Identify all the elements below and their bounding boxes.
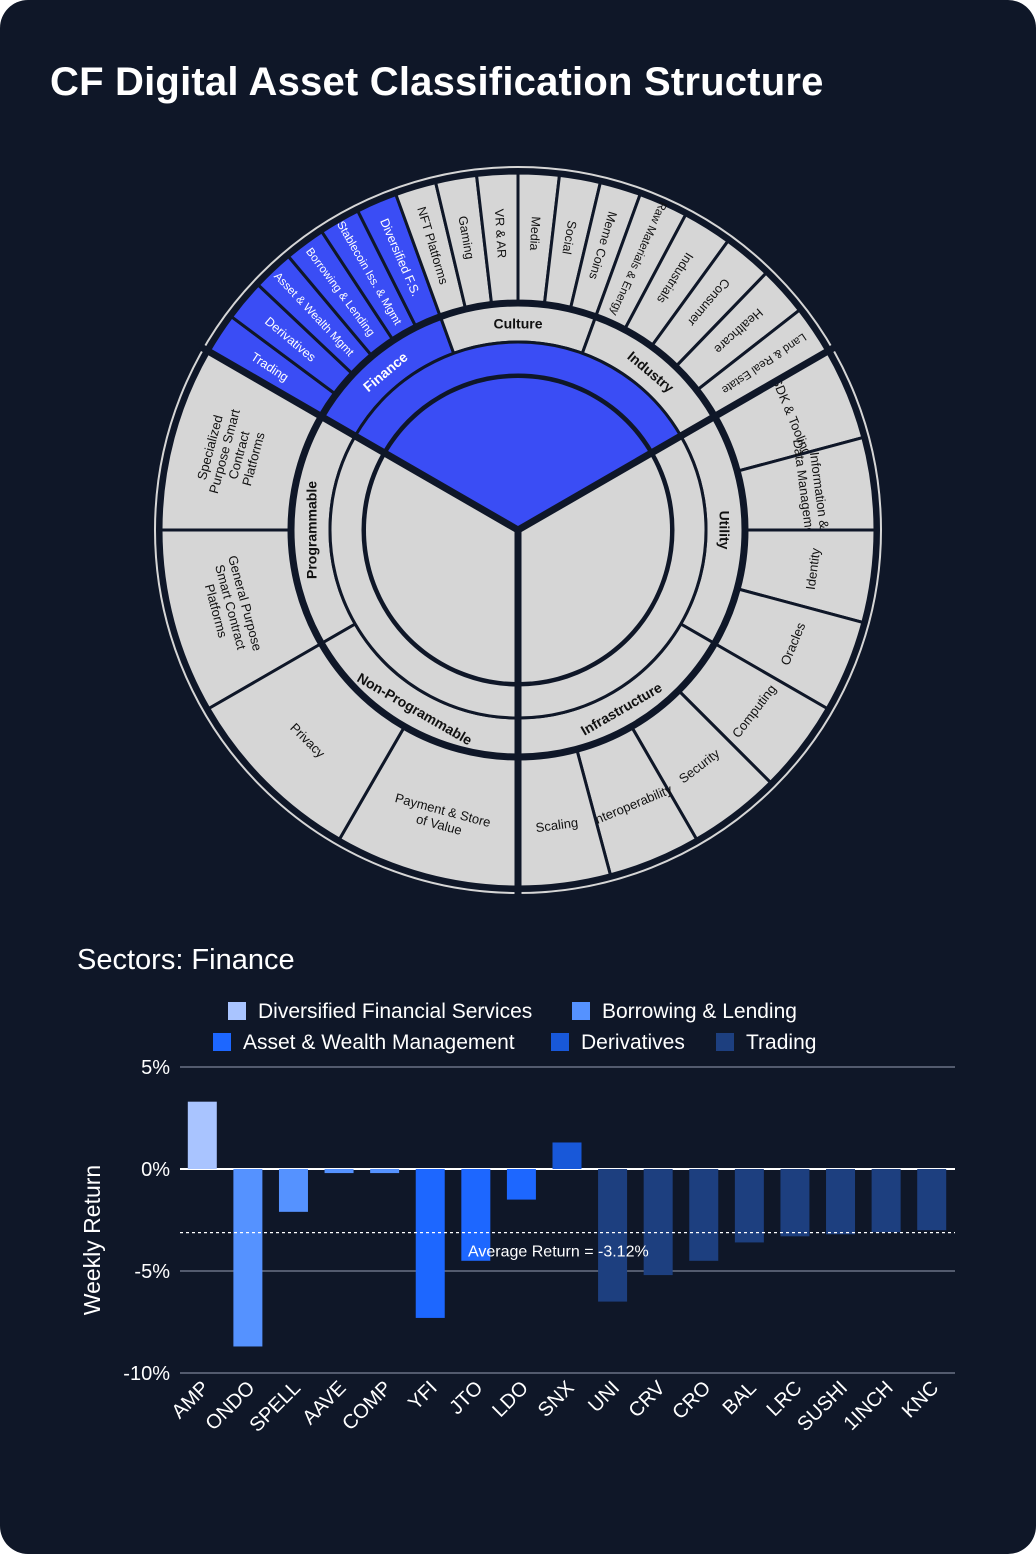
- wheel-leaf-label: SpecializedPurpose SmartContractPlatform…: [191, 403, 271, 503]
- legend-label: Diversified Financial Services: [258, 1000, 532, 1023]
- wheel-leaf-label: Social: [559, 219, 579, 255]
- x-tick-label: SUSHI: [793, 1377, 852, 1436]
- bar-cro[interactable]: [689, 1169, 719, 1261]
- bar-amp[interactable]: [187, 1101, 217, 1169]
- x-tick-label: JTO: [445, 1377, 487, 1419]
- y-tick-label: 5%: [141, 1057, 170, 1079]
- returns-bar-chart: Diversified Financial Services Borrowing …: [79, 1000, 955, 1437]
- x-tick-label: KNC: [898, 1377, 943, 1422]
- bar-bal[interactable]: [734, 1169, 764, 1243]
- bar-aave[interactable]: [324, 1169, 354, 1174]
- wheel-leaf-label: VR & AR: [492, 208, 509, 258]
- bar-uni[interactable]: [598, 1169, 628, 1302]
- x-tick-label: SPELL: [245, 1377, 305, 1437]
- x-tick-label: UNI: [584, 1377, 624, 1417]
- x-tick-label: BAL: [719, 1377, 761, 1419]
- bar-spell[interactable]: [278, 1169, 308, 1212]
- y-tick-label: -10%: [123, 1363, 170, 1385]
- y-tick-label: -5%: [134, 1261, 170, 1283]
- wheel-leaf-label: Scaling: [535, 814, 579, 834]
- bar-1inch[interactable]: [871, 1169, 901, 1233]
- legend-item: Diversified Financial Services: [228, 1000, 532, 1023]
- x-tick-label: CRO: [668, 1377, 715, 1424]
- wheel-subgroup-label: Programmable: [304, 481, 320, 579]
- x-tick-label: LDO: [488, 1377, 533, 1422]
- legend-item: Derivatives: [551, 1031, 685, 1054]
- legend-label: Borrowing & Lending: [602, 1000, 797, 1023]
- legend-swatch: [572, 1002, 590, 1020]
- legend-item: Asset & Wealth Management: [213, 1031, 515, 1054]
- bar-knc[interactable]: [917, 1169, 947, 1231]
- bar-comp[interactable]: [370, 1169, 400, 1174]
- bar-crv[interactable]: [643, 1169, 673, 1276]
- page-title: CF Digital Asset Classification Structur…: [50, 60, 824, 104]
- legend-item: Borrowing & Lending: [572, 1000, 797, 1023]
- bar-yfi[interactable]: [415, 1169, 445, 1318]
- legend-swatch: [716, 1033, 734, 1051]
- x-tick-label: COMP: [338, 1377, 396, 1435]
- x-tick-label: YFI: [404, 1377, 442, 1415]
- legend-swatch: [228, 1002, 246, 1020]
- wheel-separator: [198, 343, 520, 534]
- wheel-separator: [516, 343, 838, 534]
- bar-snx[interactable]: [552, 1142, 582, 1169]
- chart-title: Sectors: Finance: [77, 944, 295, 976]
- wheel-leaf-privacy[interactable]: [206, 642, 406, 842]
- bar-ondo[interactable]: [233, 1169, 263, 1347]
- legend-label: Derivatives: [581, 1031, 685, 1054]
- wheel-subgroup-label: Culture: [494, 316, 543, 332]
- bar-ldo[interactable]: [506, 1169, 536, 1200]
- legend-label: Trading: [746, 1031, 816, 1054]
- wheel-subgroup-label: Utility: [717, 511, 733, 550]
- legend-label: Asset & Wealth Management: [243, 1031, 515, 1054]
- classification-wheel: General PurposeSmart ContractPlatformsSp…: [154, 166, 882, 897]
- y-axis-label: Weekly Return: [79, 1165, 105, 1315]
- legend-swatch: [213, 1033, 231, 1051]
- legend-item: Trading: [716, 1031, 816, 1054]
- bar-jto[interactable]: [461, 1169, 491, 1261]
- wheel-leaf-label: Identity: [802, 547, 822, 591]
- x-tick-label: 1INCH: [840, 1377, 898, 1435]
- bar-lrc[interactable]: [780, 1169, 810, 1237]
- wheel-leaf-label: Media: [527, 216, 543, 251]
- y-tick-label: 0%: [141, 1159, 170, 1181]
- x-tick-label: SNX: [534, 1377, 579, 1422]
- legend-swatch: [551, 1033, 569, 1051]
- x-tick-label: CRV: [625, 1377, 671, 1423]
- bar-sushi[interactable]: [826, 1169, 856, 1235]
- average-label: Average Return = -3.12%: [468, 1244, 649, 1261]
